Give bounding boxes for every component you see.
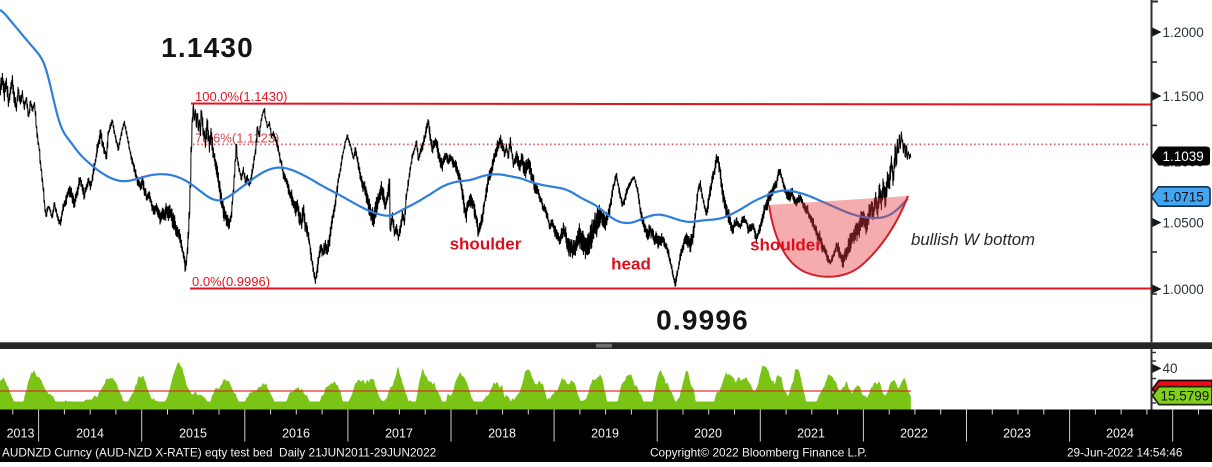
svg-text:2020: 2020	[694, 427, 722, 441]
svg-text:bullish W bottom: bullish W bottom	[911, 230, 1035, 249]
svg-text:2024: 2024	[1106, 427, 1134, 441]
svg-text:1.0000: 1.0000	[1163, 282, 1204, 297]
svg-text:2021: 2021	[797, 427, 825, 441]
svg-text:15.5799 (: 15.5799 (	[1161, 388, 1212, 403]
svg-text:100.0%(1.1430): 100.0%(1.1430)	[195, 89, 288, 104]
svg-text:AUDNZD Curncy (AUD-NZD X-RATE): AUDNZD Curncy (AUD-NZD X-RATE) eqty test…	[2, 446, 436, 460]
svg-text:2013: 2013	[7, 427, 35, 441]
svg-text:1.1039: 1.1039	[1163, 149, 1204, 164]
svg-text:0.0%(0.9996): 0.0%(0.9996)	[192, 274, 270, 289]
svg-text:shoulder: shoulder	[750, 236, 822, 255]
svg-text:1.0715: 1.0715	[1163, 189, 1204, 204]
svg-text:2023: 2023	[1003, 427, 1031, 441]
svg-text:shoulder: shoulder	[450, 235, 522, 254]
svg-text:Copyright© 2022 Bloomberg Fina: Copyright© 2022 Bloomberg Finance L.P.	[650, 446, 867, 460]
svg-text:0.9996: 0.9996	[656, 305, 749, 336]
svg-text:2017: 2017	[385, 427, 413, 441]
svg-text:2016: 2016	[282, 427, 310, 441]
svg-text:1.0500: 1.0500	[1163, 215, 1204, 230]
svg-text:2018: 2018	[488, 427, 516, 441]
svg-text:2014: 2014	[76, 427, 104, 441]
svg-text:29-Jun-2022 14:54:46: 29-Jun-2022 14:54:46	[1067, 446, 1183, 460]
svg-text:1.2000: 1.2000	[1163, 25, 1204, 40]
svg-text:head: head	[611, 255, 651, 274]
svg-text:2022: 2022	[900, 427, 928, 441]
svg-text:40: 40	[1163, 361, 1178, 376]
svg-text:1.1500: 1.1500	[1163, 89, 1204, 104]
svg-text:2015: 2015	[179, 427, 207, 441]
svg-text:2019: 2019	[591, 427, 619, 441]
svg-text:1.1430: 1.1430	[161, 32, 254, 63]
